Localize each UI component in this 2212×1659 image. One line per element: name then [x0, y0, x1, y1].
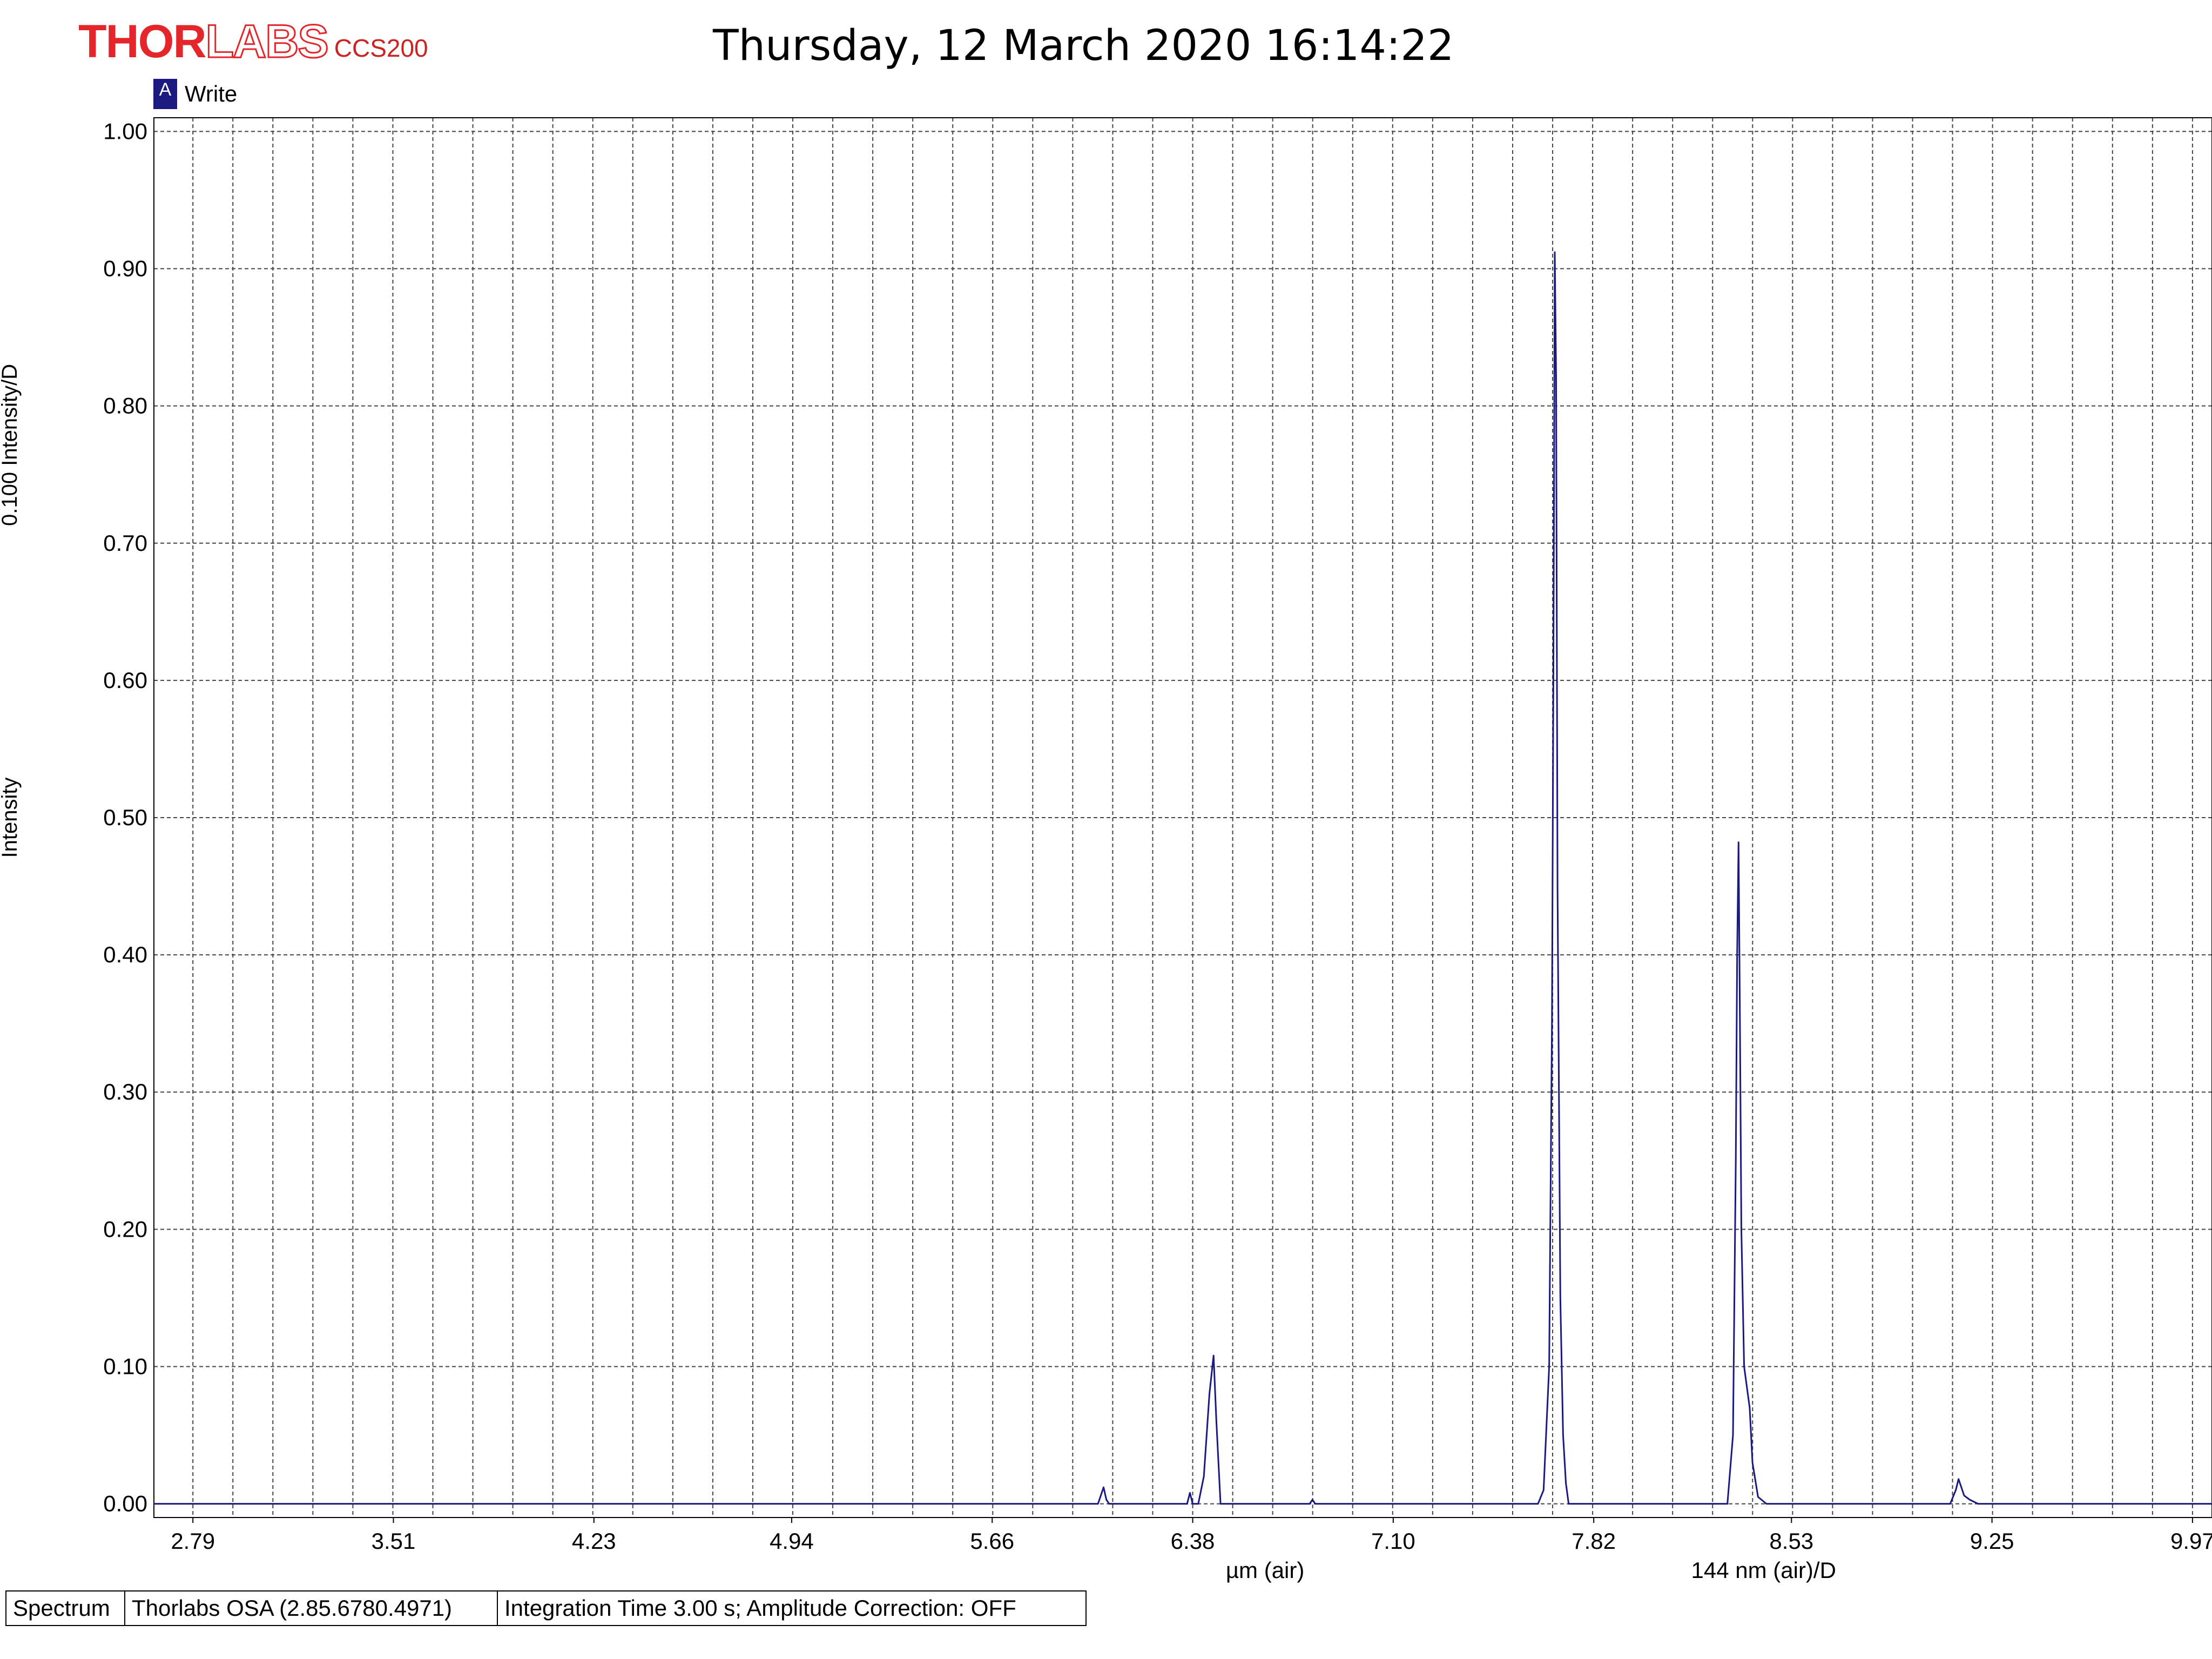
y-tick-label: 0.70 [103, 530, 147, 556]
data-point [1105, 1499, 1107, 1500]
data-point [1225, 1503, 1227, 1505]
x-tick-label: 7.10 [1371, 1528, 1415, 1554]
data-point [1203, 1475, 1204, 1477]
data-point [1964, 1495, 1965, 1496]
data-point [1752, 1462, 1753, 1464]
x-tick-label: 3.51 [372, 1528, 416, 1554]
data-point [1555, 378, 1557, 379]
y-tick-label: 0.00 [103, 1491, 147, 1516]
data-point [1198, 1503, 1199, 1505]
device-model: CCS200 [334, 34, 428, 62]
data-point [1978, 1503, 1979, 1505]
legend: A Write [153, 79, 237, 109]
data-point [1537, 1503, 1539, 1505]
data-point [1216, 1421, 1217, 1422]
y-tick-label: 0.90 [103, 256, 147, 281]
legend-label: Write [185, 81, 238, 106]
x-tick-label: 6.38 [1171, 1528, 1215, 1554]
plot-frame [153, 117, 2212, 1518]
data-point [1565, 1482, 1567, 1484]
trace-layer [153, 251, 2212, 1505]
y-tick-label: 0.30 [103, 1079, 147, 1104]
data-point [1739, 1023, 1741, 1024]
data-point [1309, 1503, 1310, 1505]
data-point [1727, 1503, 1728, 1505]
data-point [1950, 1503, 1951, 1505]
y-tick-label: 0.80 [103, 393, 147, 419]
x-tick-label: 9.25 [1970, 1528, 2014, 1554]
data-point [1314, 1503, 1316, 1505]
data-point [1192, 1503, 1193, 1505]
data-point [1955, 1489, 1957, 1491]
data-point [1738, 841, 1739, 843]
data-point [1554, 252, 1555, 253]
x-axis-secondary-label: 144 nm (air)/D [1691, 1557, 1836, 1583]
series-line-write [154, 251, 2212, 1505]
data-point [1574, 1503, 1575, 1505]
data-point [1757, 1496, 1759, 1498]
x-tick-label: 8.53 [1769, 1528, 1813, 1554]
data-point [1766, 1503, 1767, 1505]
data-point [1749, 1407, 1750, 1408]
axis-ticks: 0.00 0.10 0.20 0.30 0.40 0.50 0.60 0.70 0.80 0.90… [103, 118, 2212, 1554]
status-mode: Spectrum [5, 1590, 125, 1626]
y-tick-label: 0.20 [103, 1216, 147, 1242]
x-tick-label: 4.23 [572, 1528, 616, 1554]
data-point [1958, 1479, 1959, 1480]
chart-title: Thursday, 12 March 2020 16:14:22 [713, 22, 1454, 70]
data-point [1312, 1499, 1313, 1500]
data-point [1543, 1489, 1545, 1491]
grid [154, 118, 2212, 1518]
x-tick-label: 2.79 [171, 1528, 215, 1554]
data-point [1560, 1297, 1561, 1299]
y-tick-label: 0.40 [103, 942, 147, 967]
data-point [1097, 1503, 1099, 1505]
data-point [1736, 954, 1738, 955]
x-tick-label: 4.94 [770, 1528, 814, 1554]
x-axis-label: µm (air) [1226, 1557, 1305, 1583]
data-point [1103, 1487, 1104, 1488]
data-point [1213, 1355, 1215, 1356]
data-point [1969, 1499, 1971, 1500]
data-point [1735, 1160, 1736, 1162]
data-point [1557, 886, 1558, 887]
data-point [1741, 1229, 1742, 1230]
status-settings: Integration Time 3.00 s; Amplitude Corre… [497, 1590, 1087, 1626]
logo-thor-text: THOR [78, 16, 207, 68]
data-point [1553, 680, 1554, 681]
data-point [1186, 1503, 1188, 1505]
legend-swatch[interactable]: A [153, 79, 177, 109]
data-point [1209, 1393, 1210, 1395]
status-software: Thorlabs OSA (2.85.6780.4971) [124, 1590, 498, 1626]
data-point [1743, 1366, 1745, 1367]
logo-labs-text: LABS [205, 16, 329, 68]
thorlabs-logo: THOR LABS CCS200 [78, 16, 428, 68]
data-point [1551, 1023, 1553, 1024]
data-point [1114, 1503, 1115, 1505]
data-point [1548, 1366, 1550, 1367]
y-tick-label: 1.00 [103, 118, 147, 144]
data-point [1220, 1503, 1221, 1505]
y-tick-label: 0.50 [103, 805, 147, 830]
y-tick-label: 0.60 [103, 667, 147, 693]
y-tick-label: 0.10 [103, 1353, 147, 1379]
x-tick-label: 5.66 [970, 1528, 1014, 1554]
data-point [1109, 1503, 1110, 1505]
legend-marker: A [159, 79, 172, 100]
x-tick-label: 7.82 [1572, 1528, 1616, 1554]
data-point [1732, 1434, 1734, 1436]
data-point [153, 1503, 154, 1505]
data-point [1189, 1492, 1191, 1494]
data-point [1562, 1434, 1564, 1436]
x-tick-label: 9.97 [2170, 1528, 2212, 1554]
data-point [1568, 1503, 1569, 1505]
